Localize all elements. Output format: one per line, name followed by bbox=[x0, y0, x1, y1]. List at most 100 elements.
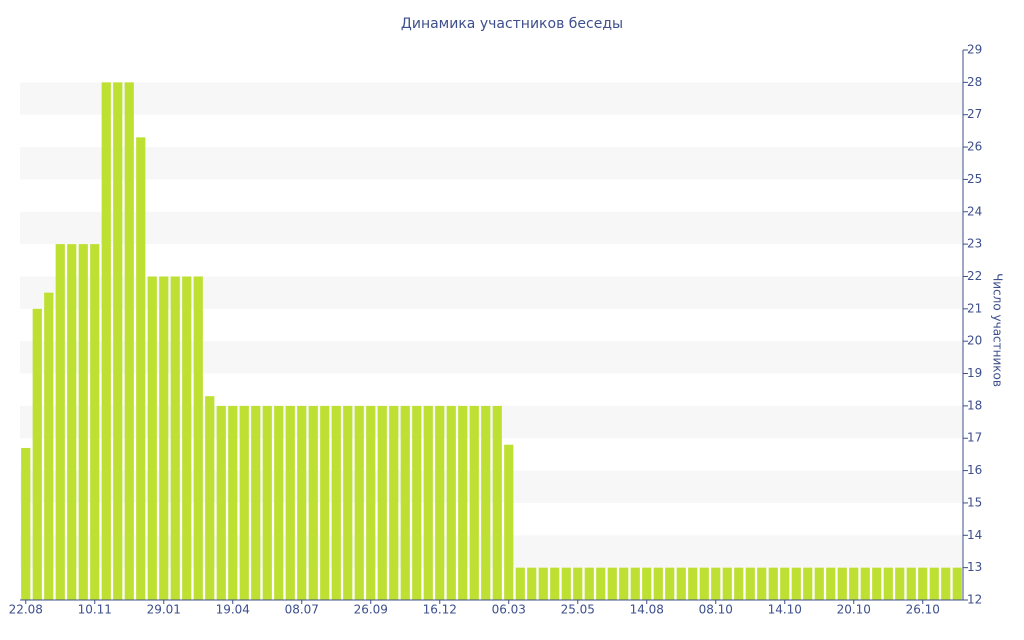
bar bbox=[630, 567, 640, 600]
bar bbox=[297, 405, 307, 600]
bar bbox=[837, 567, 847, 600]
bar bbox=[182, 276, 192, 600]
bar bbox=[515, 567, 525, 600]
bar bbox=[124, 82, 134, 600]
y-tick-label: 22 bbox=[967, 269, 982, 283]
x-tick-label: 14.08 bbox=[630, 603, 664, 617]
bar bbox=[584, 567, 594, 600]
bar bbox=[699, 567, 709, 600]
y-tick-label: 14 bbox=[967, 528, 982, 542]
bar bbox=[262, 405, 272, 600]
y-tick-label: 17 bbox=[967, 431, 982, 445]
bar bbox=[435, 405, 445, 600]
bar bbox=[21, 447, 31, 600]
bar bbox=[331, 405, 341, 600]
bar bbox=[400, 405, 410, 600]
bar bbox=[251, 405, 261, 600]
bar bbox=[757, 567, 767, 600]
y-tick-label: 19 bbox=[967, 366, 982, 380]
bar bbox=[573, 567, 583, 600]
bar bbox=[469, 405, 479, 600]
bar bbox=[423, 405, 433, 600]
bar bbox=[458, 405, 468, 600]
bar bbox=[906, 567, 916, 600]
bar bbox=[722, 567, 732, 600]
bar bbox=[170, 276, 180, 600]
y-tick-label: 23 bbox=[967, 237, 982, 251]
y-tick-label: 20 bbox=[967, 334, 982, 348]
x-tick-label: 25.05 bbox=[561, 603, 595, 617]
bar bbox=[67, 244, 77, 600]
x-tick-label: 08.10 bbox=[699, 603, 733, 617]
bar bbox=[918, 567, 928, 600]
y-tick-label: 29 bbox=[967, 43, 982, 57]
bar bbox=[147, 276, 157, 600]
bar bbox=[895, 567, 905, 600]
bar bbox=[665, 567, 675, 600]
x-tick-label: 26.10 bbox=[906, 603, 940, 617]
bar bbox=[826, 567, 836, 600]
bar bbox=[136, 137, 146, 600]
bar bbox=[492, 405, 502, 600]
y-tick-label: 24 bbox=[967, 204, 982, 218]
bar bbox=[527, 567, 537, 600]
x-tick-label: 26.09 bbox=[354, 603, 388, 617]
bar bbox=[676, 567, 686, 600]
x-tick-label: 06.03 bbox=[492, 603, 526, 617]
bar bbox=[619, 567, 629, 600]
grid-band bbox=[20, 147, 963, 180]
x-tick-label: 14.10 bbox=[768, 603, 802, 617]
bar bbox=[481, 405, 491, 600]
bar bbox=[642, 567, 652, 600]
grid-band bbox=[20, 82, 963, 115]
bar bbox=[814, 567, 824, 600]
y-tick-label: 12 bbox=[967, 593, 982, 607]
bar bbox=[55, 244, 65, 600]
y-axis-label: Число участников bbox=[991, 273, 1005, 387]
bar bbox=[688, 567, 698, 600]
bar bbox=[768, 567, 778, 600]
y-tick-label: 18 bbox=[967, 398, 982, 412]
bar bbox=[193, 276, 203, 600]
bar bbox=[90, 244, 100, 600]
bar bbox=[734, 567, 744, 600]
bar bbox=[274, 405, 284, 600]
y-tick-label: 25 bbox=[967, 172, 982, 186]
bar bbox=[872, 567, 882, 600]
bar bbox=[929, 567, 939, 600]
x-tick-label: 29.01 bbox=[147, 603, 181, 617]
bar bbox=[538, 567, 548, 600]
bar bbox=[952, 567, 962, 600]
bar bbox=[216, 405, 226, 600]
x-tick-label: 22.08 bbox=[9, 603, 43, 617]
y-tick-label: 15 bbox=[967, 495, 982, 509]
bar bbox=[343, 405, 353, 600]
y-tick-label: 21 bbox=[967, 301, 982, 315]
bar bbox=[803, 567, 813, 600]
y-tick-label: 26 bbox=[967, 140, 982, 154]
bar bbox=[791, 567, 801, 600]
y-tick-label: 13 bbox=[967, 560, 982, 574]
bar bbox=[239, 405, 249, 600]
bar bbox=[320, 405, 330, 600]
bar bbox=[941, 567, 951, 600]
grid-band bbox=[20, 211, 963, 245]
bar bbox=[711, 567, 721, 600]
bar bbox=[412, 405, 422, 600]
x-tick-label: 19.04 bbox=[216, 603, 250, 617]
bar bbox=[32, 308, 42, 600]
bar bbox=[389, 405, 399, 600]
y-tick-label: 28 bbox=[967, 75, 982, 89]
bar bbox=[745, 567, 755, 600]
bar bbox=[780, 567, 790, 600]
bar bbox=[377, 405, 387, 600]
bar bbox=[607, 567, 617, 600]
bar bbox=[504, 444, 514, 600]
bar bbox=[205, 396, 215, 600]
x-tick-label: 10.11 bbox=[78, 603, 112, 617]
bar bbox=[561, 567, 571, 600]
bar bbox=[44, 292, 54, 600]
bar bbox=[159, 276, 169, 600]
bar bbox=[849, 567, 859, 600]
